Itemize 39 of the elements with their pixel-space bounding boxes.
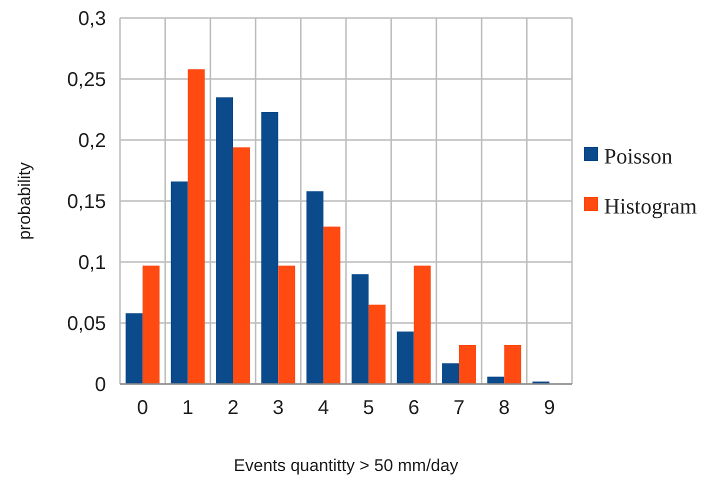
bar — [442, 363, 459, 384]
y-tick-label: 0,2 — [78, 130, 106, 152]
bar — [306, 191, 324, 384]
bar — [233, 147, 250, 384]
x-tick-label: 7 — [453, 397, 465, 419]
x-axis-title: Events quantitty > 50 mm/day — [234, 456, 459, 475]
x-tick-label: 8 — [498, 397, 510, 419]
bar — [170, 181, 188, 384]
x-tick-label: 5 — [363, 397, 374, 419]
x-tick-label: 1 — [182, 397, 194, 419]
y-tick-label: 0,25 — [67, 69, 106, 91]
bar — [414, 266, 431, 384]
y-tick-label: 0 — [94, 374, 106, 396]
legend-label: Histogram — [604, 194, 697, 219]
y-tick-label: 0,1 — [78, 252, 106, 274]
x-tick-label: 4 — [318, 397, 329, 419]
bar — [459, 344, 476, 384]
y-tick-label: 0,15 — [67, 191, 106, 213]
y-axis-title: probability — [15, 162, 34, 240]
bar — [216, 97, 233, 384]
x-tick-label: 0 — [137, 397, 148, 419]
x-tick-label: 2 — [227, 397, 239, 419]
bar — [396, 332, 414, 384]
bar — [487, 376, 504, 384]
bar — [504, 344, 522, 384]
bar — [188, 69, 205, 384]
bar — [368, 304, 386, 384]
bar — [323, 226, 340, 384]
x-tick-label: 3 — [272, 397, 284, 419]
bar — [142, 266, 160, 384]
y-tick-label: 0,3 — [78, 8, 106, 30]
legend-label: Poisson — [604, 144, 672, 169]
bar — [261, 112, 278, 384]
bar — [126, 313, 143, 384]
x-tick-label: 9 — [544, 397, 555, 419]
bar — [278, 266, 296, 384]
y-tick-label: 0,05 — [67, 313, 106, 335]
x-tick-label: 6 — [408, 397, 420, 419]
bar — [352, 274, 369, 384]
